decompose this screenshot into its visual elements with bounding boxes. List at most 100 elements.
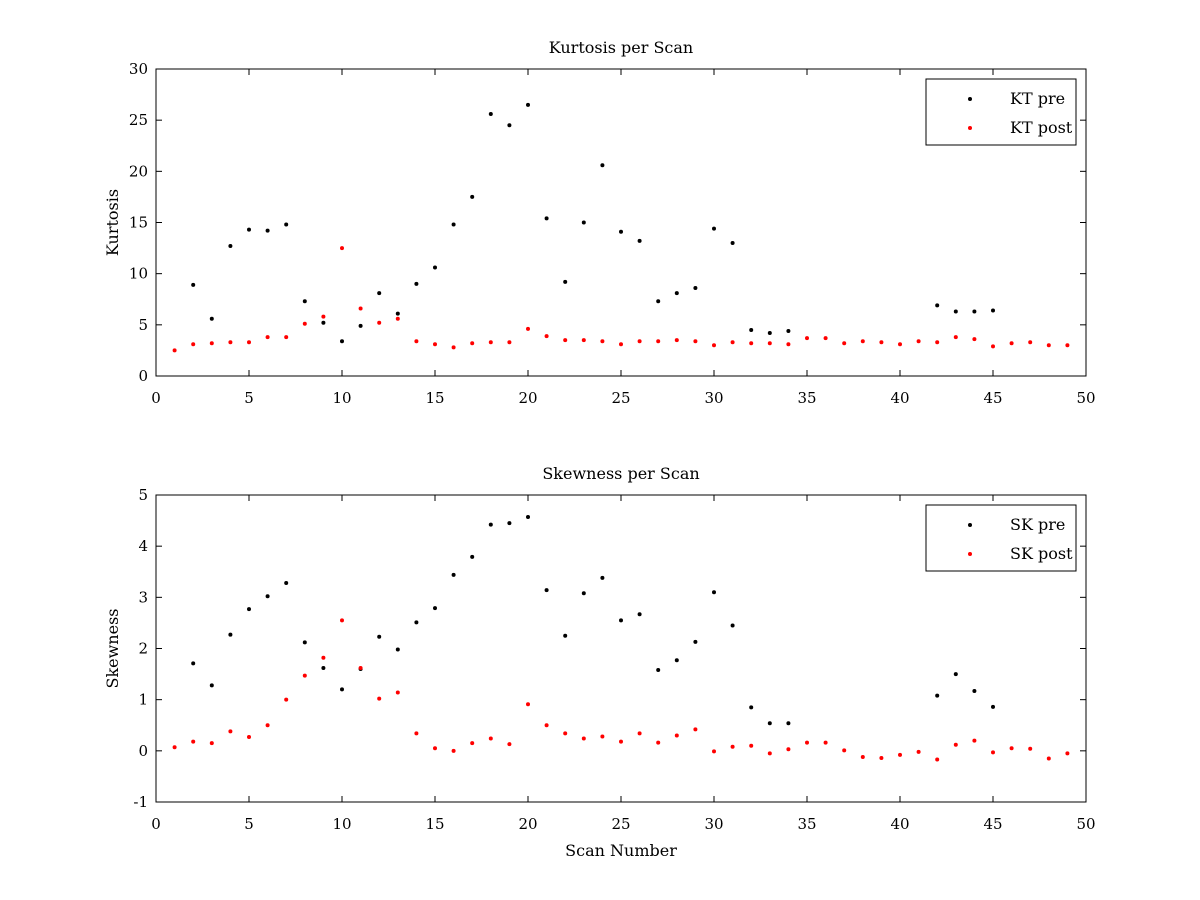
- skewness-post-point: [451, 748, 456, 753]
- skewness-post-point: [730, 744, 735, 749]
- skewness-x-tick-label: 45: [983, 815, 1002, 833]
- skewness-pre-point: [637, 612, 642, 617]
- kurtosis-post-point: [395, 316, 400, 321]
- skewness-post-point: [191, 739, 196, 744]
- skewness-post-point: [860, 754, 865, 759]
- skewness-pre-point: [581, 591, 586, 596]
- kurtosis-pre-point: [972, 309, 977, 314]
- skewness-y-tick-label: 1: [138, 691, 148, 709]
- skewness-y-tick-label: 3: [138, 588, 148, 606]
- skewness-pre-point: [340, 687, 344, 692]
- skewness-post-point: [953, 742, 958, 747]
- skewness-post-point: [823, 740, 828, 745]
- kurtosis-legend-entry-pre: KT pre: [968, 89, 1065, 108]
- kurtosis-pre-point: [786, 328, 791, 333]
- kurtosis-y-tick-label: 5: [138, 316, 148, 334]
- skewness-post-point: [488, 736, 493, 741]
- skewness-plot: Skewness per Scan Skewness Scan Number 0…: [103, 464, 1096, 860]
- skewness-x-tick-label: 30: [704, 815, 723, 833]
- skewness-post-point: [935, 757, 940, 762]
- skewness-pre-point: [526, 515, 530, 520]
- kurtosis-pre-point: [451, 222, 456, 227]
- skewness-post-point: [526, 702, 530, 707]
- skewness-post-point: [228, 729, 233, 734]
- kurtosis-pre-point: [340, 339, 344, 344]
- kurtosis-post-point: [1046, 343, 1051, 348]
- kurtosis-pre-point: [302, 299, 307, 304]
- kurtosis-post-point: [916, 339, 921, 344]
- kurtosis-pre-point: [414, 281, 419, 286]
- kurtosis-post-point: [972, 337, 977, 342]
- skewness-y-tick-label: 5: [138, 486, 148, 504]
- kurtosis-post-point: [656, 339, 661, 344]
- skewness-pre-point: [302, 640, 307, 645]
- kurtosis-post-point: [674, 338, 679, 343]
- kurtosis-pre-point: [619, 229, 623, 234]
- skewness-post-point: [209, 741, 214, 746]
- kurtosis-plot-title: Kurtosis per Scan: [549, 38, 693, 57]
- skewness-x-axis-label: Scan Number: [565, 841, 677, 860]
- skewness-pre-point: [414, 620, 419, 625]
- skewness-legend-marker-pre: [968, 523, 972, 527]
- kurtosis-pre-point: [247, 227, 251, 232]
- skewness-post-point: [619, 739, 623, 744]
- skewness-post-point: [693, 727, 698, 732]
- skewness-post-point: [433, 746, 437, 751]
- skewness-pre-point: [767, 721, 772, 726]
- skewness-post-point: [340, 618, 344, 623]
- skewness-pre-point: [953, 672, 958, 677]
- kurtosis-post-point: [693, 339, 698, 344]
- skewness-post-point: [842, 748, 847, 753]
- kurtosis-pre-point: [674, 291, 679, 296]
- kurtosis-x-tick-label: 45: [983, 389, 1002, 407]
- kurtosis-post-point: [563, 338, 568, 343]
- skewness-legend-entry-pre: SK pre: [968, 515, 1065, 534]
- kurtosis-x-tick-label: 25: [611, 389, 630, 407]
- kurtosis-pre-point: [433, 265, 437, 270]
- skewness-legend-marker-post: [968, 552, 972, 556]
- skewness-post-point: [395, 690, 400, 695]
- skewness-pre-point: [209, 683, 214, 688]
- skewness-post-point: [302, 673, 307, 678]
- skewness-post-point: [749, 743, 754, 748]
- kurtosis-x-tick-label: 5: [244, 389, 254, 407]
- kurtosis-pre-point: [191, 282, 196, 287]
- skewness-post-point: [656, 740, 661, 745]
- skewness-pre-point: [786, 721, 791, 726]
- skewness-legend-box: [925, 504, 1077, 572]
- skewness-post-point: [898, 752, 902, 757]
- kurtosis-post-point: [991, 344, 995, 349]
- skewness-legend-label-post: SK post: [1010, 544, 1073, 563]
- kurtosis-post-point: [637, 339, 642, 344]
- skewness-pre-point: [656, 667, 661, 672]
- kurtosis-post-point: [284, 335, 289, 340]
- kurtosis-post-point: [414, 339, 419, 344]
- skewness-x-tick-label: 0: [151, 815, 161, 833]
- skewness-pre-point: [284, 581, 289, 586]
- kurtosis-pre-point: [228, 244, 233, 249]
- skewness-axes-box: [155, 494, 1087, 803]
- skewness-post-point: [563, 731, 568, 736]
- kurtosis-post-point: [191, 342, 196, 347]
- skewness-pre-point: [228, 632, 233, 637]
- kurtosis-y-tick-label: 25: [129, 111, 148, 129]
- kurtosis-post-point: [805, 336, 809, 341]
- kurtosis-post-point: [451, 345, 456, 350]
- kurtosis-pre-point: [321, 320, 326, 325]
- kurtosis-post-point: [1065, 343, 1070, 348]
- skewness-y-tick-label: 2: [138, 640, 148, 658]
- kurtosis-pre-point: [656, 299, 661, 304]
- skewness-post-point: [674, 733, 679, 738]
- kurtosis-pre-point: [767, 331, 772, 336]
- skewness-pre-point: [488, 522, 493, 527]
- kurtosis-post-point: [321, 314, 326, 319]
- skewness-post-point: [805, 740, 809, 745]
- kurtosis-y-tick-label: 20: [129, 162, 148, 180]
- skewness-plot-title: Skewness per Scan: [542, 464, 699, 483]
- kurtosis-legend-label-post: KT post: [1010, 118, 1073, 137]
- kurtosis-pre-point: [209, 316, 214, 321]
- skewness-pre-point: [247, 607, 251, 612]
- kurtosis-post-point: [172, 348, 177, 353]
- kurtosis-post-point: [1028, 340, 1033, 345]
